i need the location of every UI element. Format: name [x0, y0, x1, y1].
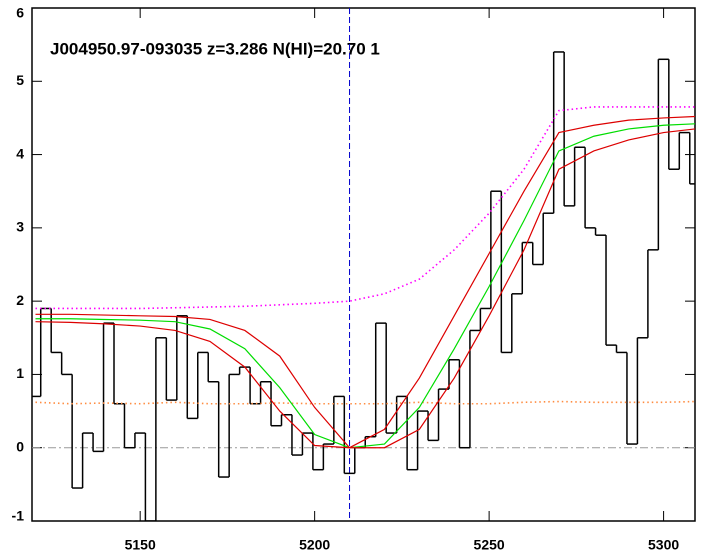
y-tick-label: 6	[16, 5, 24, 21]
x-tick-label: 5300	[648, 537, 679, 553]
y-tick-label: 4	[16, 145, 24, 161]
y-tick-label: -1	[12, 508, 25, 524]
y-tick-label: 1	[16, 365, 24, 381]
chart-title: J004950.97-093035 z=3.286 N(HI)=20.70 1	[50, 39, 380, 58]
model-curve	[35, 123, 695, 449]
flux-connector	[39, 51, 691, 521]
model-curve	[35, 400, 695, 405]
model-curve	[35, 115, 695, 449]
y-tick-label: 2	[16, 292, 24, 308]
model-curve	[35, 106, 695, 310]
model-curve	[35, 128, 695, 449]
x-tick-label: 5250	[474, 537, 505, 553]
y-tick-label: 5	[16, 72, 24, 88]
y-tick-label: 3	[16, 219, 24, 235]
y-tick-label: 0	[16, 438, 24, 454]
x-tick-label: 5200	[299, 537, 330, 553]
plot-frame	[31, 7, 696, 522]
x-tick-label: 5150	[125, 537, 156, 553]
